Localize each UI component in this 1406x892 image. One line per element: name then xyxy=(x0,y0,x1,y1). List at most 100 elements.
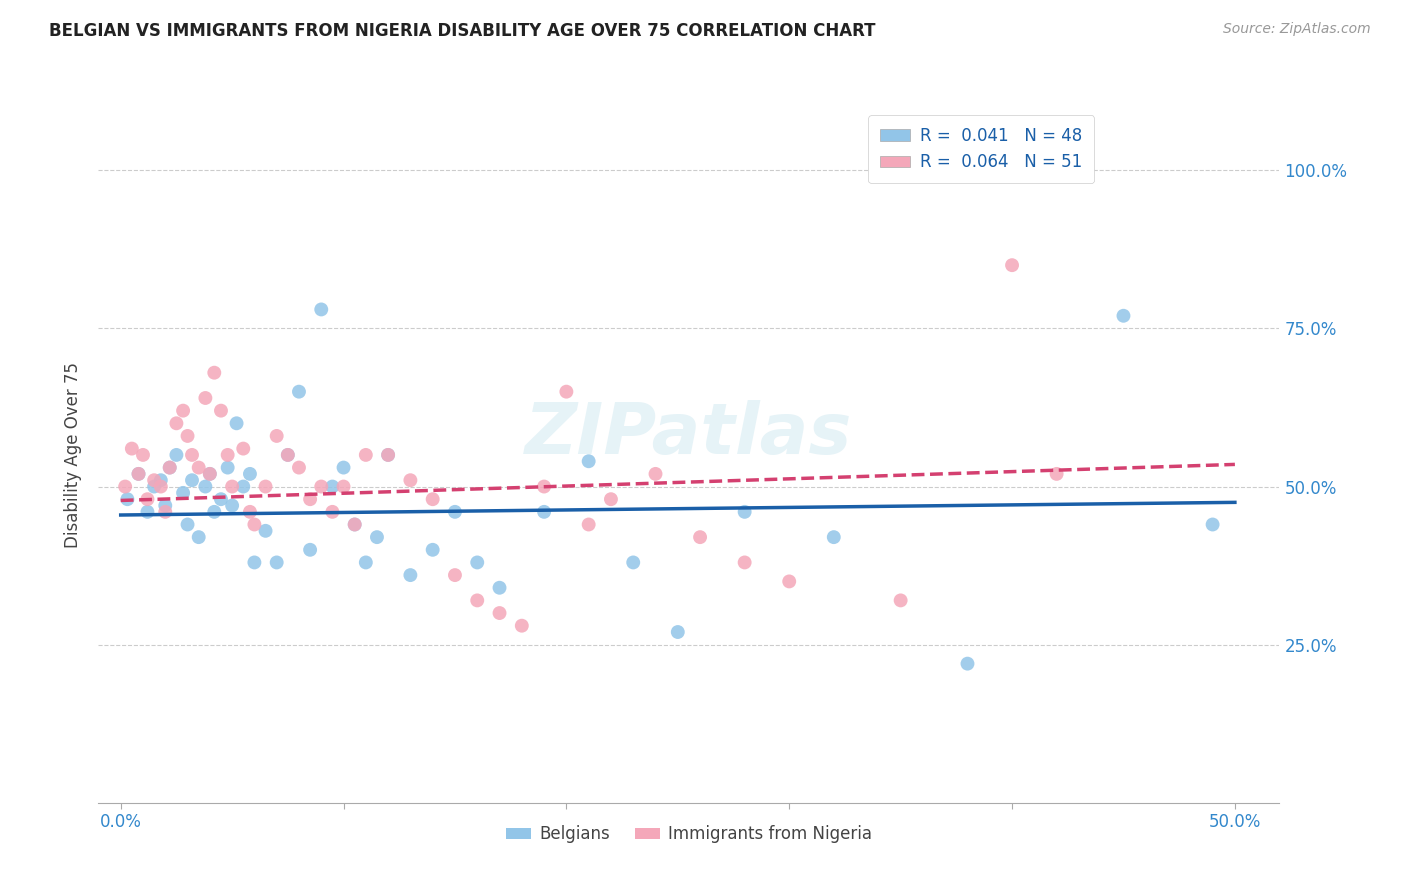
Point xyxy=(254,479,277,493)
Point xyxy=(165,448,187,462)
Point xyxy=(209,492,232,507)
Point xyxy=(444,568,467,582)
Point xyxy=(165,417,187,431)
Point xyxy=(422,542,444,557)
Point xyxy=(202,366,225,380)
Point xyxy=(510,618,533,632)
Point xyxy=(221,499,243,513)
Point xyxy=(734,556,756,570)
Point xyxy=(299,542,322,557)
Point xyxy=(533,505,555,519)
Point xyxy=(209,403,232,417)
Point xyxy=(136,505,159,519)
Point xyxy=(465,556,488,570)
Point xyxy=(366,530,388,544)
Point xyxy=(555,384,578,399)
Point xyxy=(143,479,166,493)
Point xyxy=(578,517,600,532)
Point xyxy=(187,530,209,544)
Point xyxy=(117,492,139,507)
Point xyxy=(194,479,217,493)
Text: ZIPatlas: ZIPatlas xyxy=(526,400,852,468)
Point xyxy=(377,448,399,462)
Point xyxy=(128,467,150,481)
Point xyxy=(172,403,194,417)
Point xyxy=(1001,258,1024,272)
Point xyxy=(309,302,332,317)
Point xyxy=(1201,517,1223,532)
Point xyxy=(578,454,600,468)
Point xyxy=(181,448,204,462)
Point xyxy=(194,391,217,405)
Point xyxy=(890,593,912,607)
Point xyxy=(254,524,277,538)
Point xyxy=(488,606,510,620)
Point xyxy=(202,505,225,519)
Point xyxy=(309,479,332,493)
Point xyxy=(225,417,247,431)
Point xyxy=(172,486,194,500)
Point xyxy=(689,530,711,544)
Point xyxy=(155,505,177,519)
Point xyxy=(288,384,311,399)
Point xyxy=(734,505,756,519)
Point xyxy=(354,556,377,570)
Point xyxy=(343,517,366,532)
Point xyxy=(621,556,644,570)
Point xyxy=(778,574,800,589)
Point xyxy=(399,473,422,487)
Y-axis label: Disability Age Over 75: Disability Age Over 75 xyxy=(65,362,83,548)
Point xyxy=(1112,309,1135,323)
Point xyxy=(277,448,299,462)
Point xyxy=(176,517,198,532)
Point xyxy=(243,556,266,570)
Point xyxy=(217,460,239,475)
Point xyxy=(1046,467,1069,481)
Point xyxy=(444,505,467,519)
Point xyxy=(136,492,159,507)
Point xyxy=(488,581,510,595)
Point xyxy=(114,479,136,493)
Point xyxy=(132,448,155,462)
Point xyxy=(217,448,239,462)
Point xyxy=(266,556,288,570)
Point xyxy=(159,460,181,475)
Legend: Belgians, Immigrants from Nigeria: Belgians, Immigrants from Nigeria xyxy=(499,819,879,850)
Point xyxy=(198,467,221,481)
Point xyxy=(288,460,311,475)
Point xyxy=(128,467,150,481)
Point xyxy=(354,448,377,462)
Point xyxy=(823,530,845,544)
Point xyxy=(465,593,488,607)
Text: BELGIAN VS IMMIGRANTS FROM NIGERIA DISABILITY AGE OVER 75 CORRELATION CHART: BELGIAN VS IMMIGRANTS FROM NIGERIA DISAB… xyxy=(49,22,876,40)
Point xyxy=(956,657,979,671)
Point xyxy=(176,429,198,443)
Point xyxy=(266,429,288,443)
Point xyxy=(149,473,172,487)
Point xyxy=(321,505,343,519)
Point xyxy=(299,492,322,507)
Point xyxy=(644,467,666,481)
Point xyxy=(121,442,143,456)
Point xyxy=(399,568,422,582)
Point xyxy=(239,467,262,481)
Point xyxy=(277,448,299,462)
Point xyxy=(181,473,204,487)
Point xyxy=(343,517,366,532)
Point xyxy=(533,479,555,493)
Point xyxy=(243,517,266,532)
Point xyxy=(422,492,444,507)
Point xyxy=(332,460,354,475)
Point xyxy=(666,625,689,640)
Point xyxy=(159,460,181,475)
Point xyxy=(221,479,243,493)
Point xyxy=(187,460,209,475)
Point xyxy=(149,479,172,493)
Point xyxy=(143,473,166,487)
Point xyxy=(198,467,221,481)
Point xyxy=(232,479,254,493)
Point xyxy=(332,479,354,493)
Point xyxy=(232,442,254,456)
Point xyxy=(321,479,343,493)
Point xyxy=(155,499,177,513)
